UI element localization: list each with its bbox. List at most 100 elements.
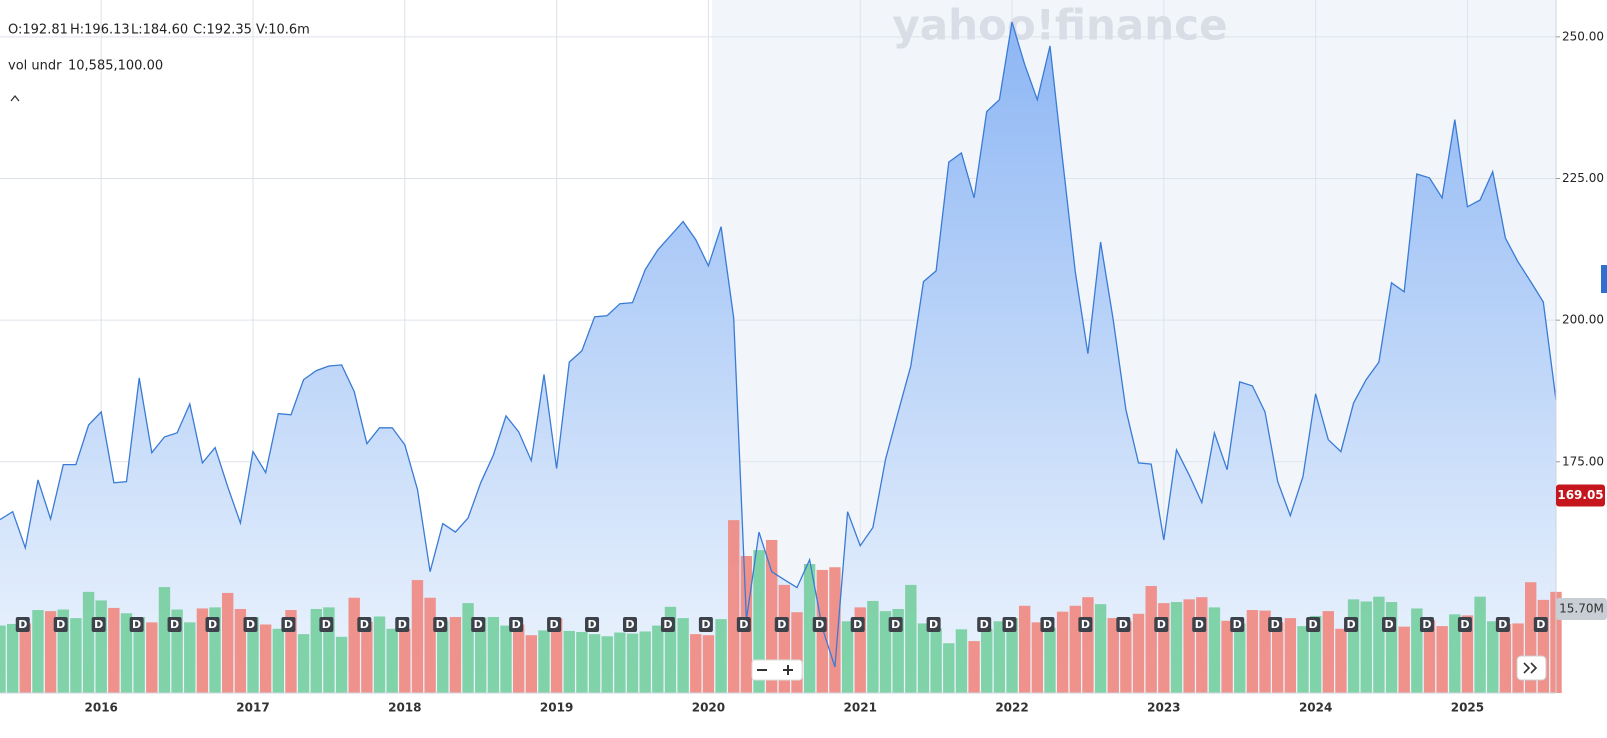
volume-bar [1449, 614, 1461, 693]
volume-bar [765, 539, 778, 693]
volume-bar [323, 607, 335, 693]
volume-bar [993, 621, 1006, 693]
volume-bar [1208, 607, 1221, 693]
dividend-marker [622, 617, 637, 632]
dividend-label: D [1346, 618, 1355, 631]
volume-bar [1056, 611, 1069, 693]
dividend-marker [888, 617, 903, 632]
ohlc-open: O:192.81 [8, 23, 68, 38]
volume-bar [373, 616, 386, 693]
dividend-label: D [94, 618, 103, 631]
volume-bar [1487, 621, 1499, 693]
dividend-label: D [663, 618, 672, 631]
volume-bar [1107, 618, 1119, 693]
volume-bar [1018, 605, 1031, 693]
last-price-label: 169.05 [1557, 488, 1603, 502]
volume-bar [335, 636, 348, 693]
volume-bar [841, 621, 854, 693]
volume-bar [576, 631, 588, 693]
volume-bar [854, 607, 866, 693]
volume-bar [70, 618, 82, 693]
dividend-label: D [587, 618, 596, 631]
dividend-marker [1192, 617, 1207, 632]
volume-bar [222, 592, 234, 693]
volume-bar [1461, 615, 1474, 693]
volume-bar [234, 608, 247, 693]
x-tick-label: 2017 [236, 701, 269, 715]
dividend-label: D [1081, 618, 1090, 631]
volume-bar [184, 622, 196, 693]
volume-bar [285, 610, 297, 693]
volume-bar [778, 584, 791, 693]
volume-bar [120, 613, 133, 693]
ohlc-volume: V:10.6m [256, 23, 310, 38]
volume-bar [614, 632, 626, 693]
side-tab[interactable] [1601, 265, 1607, 293]
volume-bar [82, 591, 95, 693]
x-tick-label: 2024 [1299, 701, 1332, 715]
volume-bar [588, 634, 601, 693]
dividend-label: D [853, 618, 862, 631]
dividend-marker [243, 617, 258, 632]
dividend-label: D [56, 618, 65, 631]
volume-bar [1537, 599, 1550, 693]
dividend-marker [850, 617, 865, 632]
dividend-label: D [512, 618, 521, 631]
volume-bar [550, 618, 563, 693]
dividend-marker [129, 617, 144, 632]
volume-bar [1335, 628, 1347, 693]
volume-bar [310, 608, 322, 693]
volume-bar [399, 628, 411, 693]
volume-bar [702, 635, 715, 693]
volume-label: vol undr [8, 59, 62, 74]
dividend-marker [660, 617, 675, 632]
dividend-marker [736, 617, 751, 632]
dividend-marker [15, 617, 30, 632]
volume-bar [1145, 585, 1157, 693]
dividend-marker [1382, 617, 1397, 632]
volume-bar [1044, 627, 1056, 693]
dividend-label: D [980, 618, 989, 631]
volume-bar [1158, 603, 1170, 693]
volume-bar [146, 622, 158, 693]
volume-bar [1525, 582, 1537, 693]
dividend-marker [281, 617, 296, 632]
dividend-marker [774, 617, 789, 632]
volume-value: 10,585,100.00 [68, 59, 163, 74]
volume-bar [1385, 602, 1398, 693]
volume-bar [209, 607, 221, 693]
volume-bar [57, 609, 69, 693]
y-tick-label: 200.00 [1562, 313, 1604, 327]
dividend-marker [547, 617, 562, 632]
dividend-marker [1533, 617, 1548, 632]
volume-bar [424, 597, 436, 693]
volume-bar [6, 623, 19, 693]
volume-bar [19, 623, 31, 693]
x-tick-label: 2019 [540, 701, 573, 715]
dividend-label: D [1271, 618, 1280, 631]
scroll-button[interactable] [1516, 655, 1547, 681]
volume-bar [715, 619, 727, 693]
zoom-in[interactable] [783, 665, 793, 675]
volume-bar [1170, 602, 1183, 693]
watermark: yahoo!finance [892, 1, 1227, 50]
dividend-marker [1040, 617, 1055, 632]
volume-bar [1221, 620, 1233, 693]
volume-bar [411, 580, 424, 693]
volume-bar [1398, 626, 1410, 693]
volume-bar [538, 630, 550, 693]
volume-bar [690, 634, 702, 693]
dividend-label: D [929, 618, 938, 631]
volume-tick-label: 15.70M [1559, 601, 1604, 615]
ohlc-close: C:192.35 [193, 23, 252, 38]
x-tick-label: 2021 [844, 701, 877, 715]
collapse-toggle[interactable] [10, 94, 20, 102]
dividend-label: D [550, 618, 559, 631]
volume-bar [500, 625, 512, 693]
volume-bar [108, 607, 120, 693]
dividend-marker [1268, 617, 1283, 632]
volume-bar [1259, 610, 1271, 693]
y-tick-label: 250.00 [1562, 29, 1604, 43]
dividend-label: D [18, 618, 27, 631]
dividend-label: D [1195, 618, 1204, 631]
